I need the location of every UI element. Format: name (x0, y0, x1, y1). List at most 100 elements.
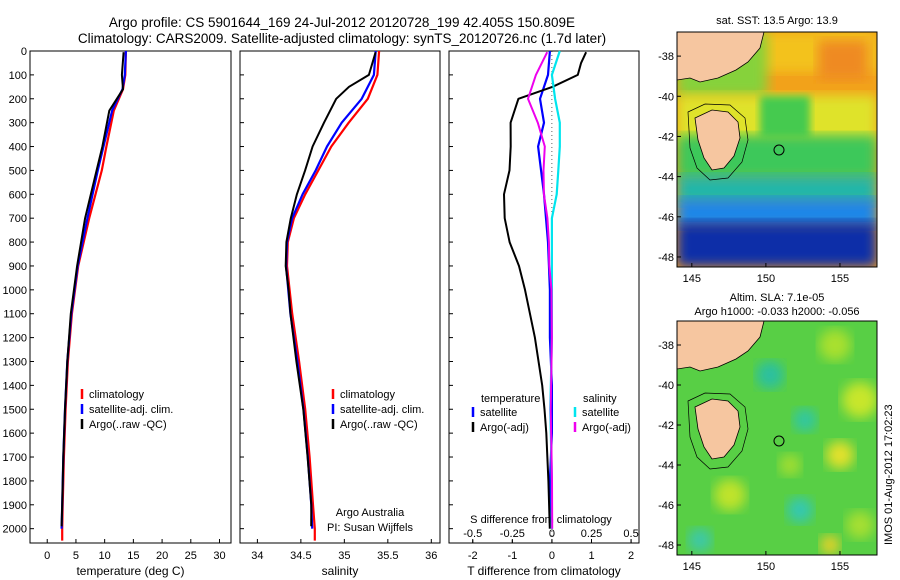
timestamp-stamp: IMOS 01-Aug-2012 17:02:23 (883, 404, 895, 545)
y-tick-label: 0 (21, 46, 27, 58)
x-tick-label: -1 (507, 550, 517, 562)
map-x-tick-label: 155 (831, 561, 849, 573)
x2-tick-label: -0.25 (500, 528, 525, 540)
map-y-tick-label: -42 (658, 420, 674, 432)
map-y-tick-label: -44 (658, 172, 674, 184)
sst-map-title: sat. SST: 13.5 Argo: 13.9 (716, 15, 838, 27)
x2-axis-label: S difference from climatology (470, 514, 612, 526)
legend-label: Argo(..raw -QC) (89, 419, 167, 431)
plot-frame (239, 50, 441, 544)
x-tick-label: 20 (156, 550, 168, 562)
x-tick-label: 25 (185, 550, 197, 562)
x-tick-label: 34.5 (290, 550, 311, 562)
map-x-tick-label: 150 (757, 561, 775, 573)
y-tick-label: 100 (9, 70, 27, 82)
x-tick-label: 35.5 (377, 550, 398, 562)
sla-map-subtitle: Argo h1000: -0.033 h2000: -0.056 (694, 306, 859, 318)
y-tick-label: 600 (9, 189, 27, 201)
sla-map: Altim. SLA: 7.1e-05 Argo h1000: -0.033 h… (658, 292, 878, 573)
header-line-1: Argo profile: CS 5901644_169 24-Jul-2012… (109, 15, 575, 30)
header-line-2: Climatology: CARS2009. Satellite-adjuste… (78, 31, 606, 46)
y-tick-label: 1500 (3, 404, 27, 416)
map-x-tick-label: 145 (683, 561, 701, 573)
y-tick-label: 700 (9, 213, 27, 225)
series-line (60, 50, 127, 529)
sla-map-field (677, 321, 877, 555)
legend-label: satellite-adj. clim. (89, 404, 173, 416)
sst-map-field (677, 32, 877, 267)
x-tick-label: 2 (628, 550, 634, 562)
map-y-tick-label: -38 (658, 51, 674, 63)
map-x-tick-label: 155 (831, 273, 849, 285)
x-tick-label: 1 (588, 550, 594, 562)
plot-frame (29, 50, 232, 544)
credit-line-1: Argo Australia (336, 507, 405, 519)
legend-label: climatology (89, 389, 145, 401)
y-tick-label: 1900 (3, 500, 27, 512)
x-tick-label: 15 (127, 550, 139, 562)
map-y-tick-label: -40 (658, 91, 674, 103)
x-axis-label: T difference from climatology (467, 564, 621, 578)
x-tick-label: 30 (213, 550, 225, 562)
x2-tick-label: -0.5 (463, 528, 482, 540)
legend-label: climatology (340, 389, 396, 401)
sla-map-title: Altim. SLA: 7.1e-05 (730, 292, 825, 304)
profile-panel-3: -2 -1 0 1 2 T difference from climatology -0.5… (448, 50, 640, 578)
y-tick-label: 1200 (3, 333, 27, 345)
map-y-tick-label: -48 (658, 252, 674, 264)
x-tick-label: 10 (99, 550, 111, 562)
map-x-tick-label: 145 (683, 273, 701, 285)
map-y-tick-label: -40 (658, 380, 674, 392)
y-tick-label: 1000 (3, 285, 27, 297)
y-tick-label: 1300 (3, 356, 27, 368)
legend-label: Argo(..raw -QC) (340, 419, 418, 431)
x2-tick-label: 0.25 (581, 528, 602, 540)
x-axis-label: salinity (322, 564, 359, 578)
map-y-tick-label: -42 (658, 131, 674, 143)
plot-frame (448, 50, 640, 544)
x-tick-label: 36 (425, 550, 437, 562)
x-tick-label: 34 (251, 550, 263, 562)
legend-label: satellite (582, 407, 619, 419)
map-y-tick-label: -38 (658, 340, 674, 352)
profile-panel-1: 0100200300400500600700800900100011001200… (3, 46, 232, 578)
x-tick-label: -2 (468, 550, 478, 562)
series-line (60, 52, 125, 527)
legend-label: Argo(-adj) (582, 422, 631, 434)
y-tick-label: 500 (9, 165, 27, 177)
series-line (285, 50, 377, 529)
legend-header-salinity: salinity (583, 393, 617, 405)
x-tick-label: 0 (44, 550, 50, 562)
map-x-tick-label: 150 (757, 273, 775, 285)
series-line (61, 50, 127, 541)
y-tick-label: 1600 (3, 428, 27, 440)
series-line (527, 51, 554, 529)
y-tick-label: 400 (9, 142, 27, 154)
series-line (284, 51, 377, 527)
sst-map: sat. SST: 13.5 Argo: 13.9 145 150 155 -38 -4… (658, 15, 878, 285)
x-tick-label: 35 (338, 550, 350, 562)
series-line (503, 51, 588, 529)
legend-label: Argo(-adj) (480, 422, 529, 434)
credit-line-2: PI: Susan Wijffels (327, 522, 413, 534)
y-tick-label: 200 (9, 94, 27, 106)
profile-panel-2: 34 34.5 35 35.5 36 salinity climatology satelli… (239, 50, 441, 578)
y-tick-label: 1400 (3, 380, 27, 392)
y-tick-label: 1800 (3, 476, 27, 488)
map-y-tick-label: -46 (658, 212, 674, 224)
map-y-tick-label: -48 (658, 540, 674, 552)
y-tick-label: 1100 (3, 309, 27, 321)
x-axis-label: temperature (deg C) (76, 564, 184, 578)
map-y-tick-label: -44 (658, 460, 674, 472)
series-line (285, 50, 381, 541)
y-tick-label: 2000 (3, 524, 27, 536)
y-tick-label: 1700 (3, 452, 27, 464)
series-line (536, 50, 554, 529)
y-tick-label: 900 (9, 261, 27, 273)
y-tick-label: 300 (9, 118, 27, 130)
legend-header-temperature: temperature (481, 393, 540, 405)
x2-tick-label: 0 (549, 528, 555, 540)
x2-tick-label: 0.5 (623, 528, 638, 540)
map-y-tick-label: -46 (658, 500, 674, 512)
